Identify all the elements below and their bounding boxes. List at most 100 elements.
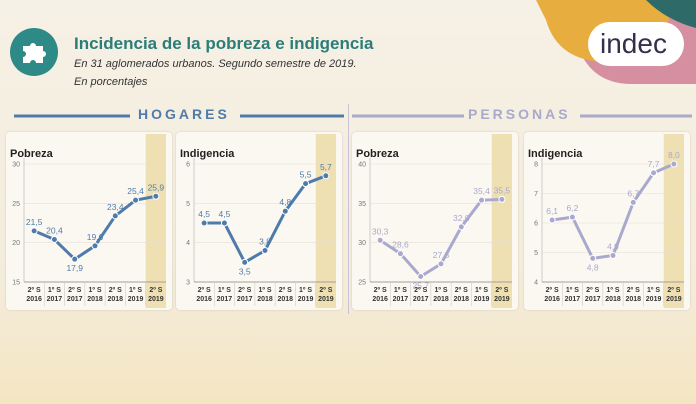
page-subtitle: En 31 aglomerados urbanos. Segundo semes… [74, 58, 357, 70]
x-tick-label: 1º S [299, 287, 312, 294]
x-tick-label: 1º S [258, 287, 271, 294]
brand-logo-background [588, 22, 684, 66]
x-tick-label: 2016 [196, 296, 212, 303]
x-tick-label: 2º S [546, 287, 559, 294]
y-tick-label: 5 [186, 201, 190, 208]
y-tick-label: 4 [534, 280, 538, 287]
x-tick-label: 2018 [433, 296, 449, 303]
x-tick-label: 2017 [237, 296, 253, 303]
data-label: 25,7 [412, 280, 429, 290]
data-point [376, 236, 384, 244]
x-tick-label: 1º S [434, 287, 447, 294]
data-point [302, 180, 310, 188]
data-label: 35,5 [494, 185, 511, 195]
data-label: 7,7 [648, 159, 660, 169]
puzzle-piece-icon [10, 28, 58, 76]
chart-panel-personas-pobreza: Pobreza 25 30 35 40 30,3 2º S 2016 28,6 1º S 2017… [352, 132, 518, 310]
highlight-column [145, 134, 166, 308]
data-label: 3,5 [239, 266, 251, 276]
chart-title: Pobreza [356, 148, 399, 160]
data-label: 32,0 [453, 213, 470, 223]
x-tick-label: 2º S [279, 287, 292, 294]
data-point [281, 207, 289, 215]
line-chart: 4 5 6 7 8 6,1 2º S 2016 6,2 1º S 2017 4,8 2º S 2017 4,… [534, 134, 684, 308]
x-tick-label: 2º S [667, 287, 680, 294]
data-label: 5,7 [320, 162, 332, 172]
x-tick-label: 2º S [238, 287, 251, 294]
x-tick-label: 2018 [453, 296, 469, 303]
section-label-personas: PERSONAS [468, 106, 571, 122]
data-label: 23,4 [107, 202, 124, 212]
brand-logo: indec [600, 28, 667, 59]
data-point [498, 195, 506, 203]
x-tick-label: 1º S [475, 287, 488, 294]
data-point [261, 247, 269, 255]
x-tick-label: 2017 [393, 296, 409, 303]
x-tick-label: 2017 [67, 296, 83, 303]
data-point [568, 213, 576, 221]
section-divider [348, 104, 349, 314]
y-tick-label: 30 [358, 240, 366, 247]
data-label: 6,1 [546, 206, 558, 216]
x-tick-label: 2019 [148, 296, 164, 303]
units-note: En porcentajes [74, 76, 148, 88]
x-tick-label: 2º S [149, 287, 162, 294]
data-label: 4,8 [587, 262, 599, 272]
data-point [30, 227, 38, 235]
y-tick-label: 8 [534, 162, 538, 169]
x-tick-label: 2017 [565, 296, 581, 303]
x-tick-label: 2017 [413, 296, 429, 303]
y-tick-label: 5 [534, 250, 538, 257]
x-tick-label: 2018 [277, 296, 293, 303]
y-tick-label: 3 [186, 280, 190, 287]
data-label: 3,8 [259, 237, 271, 247]
chart-title: Pobreza [10, 148, 53, 160]
x-tick-label: 2º S [374, 287, 387, 294]
y-tick-label: 6 [186, 162, 190, 169]
data-point [609, 251, 617, 259]
x-tick-label: 2º S [109, 287, 122, 294]
data-point [478, 196, 486, 204]
data-point [220, 219, 228, 227]
data-label: 28,6 [392, 240, 409, 250]
y-tick-label: 20 [12, 240, 20, 247]
data-point [457, 223, 465, 231]
data-label: 25,4 [127, 186, 144, 196]
x-tick-label: 2º S [495, 287, 508, 294]
report-header: Incidencia de la pobreza e indigencia En… [0, 0, 696, 100]
data-label: 20,4 [46, 226, 63, 236]
y-tick-label: 25 [12, 201, 20, 208]
data-point [417, 272, 425, 280]
data-label: 6,7 [627, 188, 639, 198]
y-tick-label: 15 [12, 280, 20, 287]
data-point [589, 254, 597, 262]
data-point [322, 172, 330, 180]
x-tick-label: 2º S [198, 287, 211, 294]
x-tick-label: 2016 [26, 296, 42, 303]
section-rules [14, 114, 692, 118]
y-tick-label: 4 [186, 240, 190, 247]
x-tick-label: 2017 [217, 296, 233, 303]
highlight-column [663, 134, 684, 308]
y-tick-label: 30 [12, 162, 20, 169]
y-tick-label: 35 [358, 201, 366, 208]
x-tick-label: 2º S [586, 287, 599, 294]
data-label: 27,3 [433, 250, 450, 260]
data-label: 6,2 [567, 203, 579, 213]
x-tick-label: 2018 [605, 296, 621, 303]
data-label: 35,4 [473, 186, 490, 196]
data-point [650, 169, 658, 177]
x-tick-label: 1º S [218, 287, 231, 294]
data-point [50, 236, 58, 244]
highlight-column [491, 134, 512, 308]
data-label: 30,3 [372, 226, 389, 236]
data-point [396, 250, 404, 258]
data-label: 4,5 [198, 209, 210, 219]
x-tick-label: 1º S [566, 287, 579, 294]
chart-panel-personas-indigencia: Indigencia 4 5 6 7 8 6,1 2º S 2016 6,2 1º S 2017 4,… [524, 132, 690, 310]
data-point [152, 192, 160, 200]
x-tick-label: 2018 [257, 296, 273, 303]
x-tick-label: 2018 [107, 296, 123, 303]
x-tick-label: 2019 [474, 296, 490, 303]
